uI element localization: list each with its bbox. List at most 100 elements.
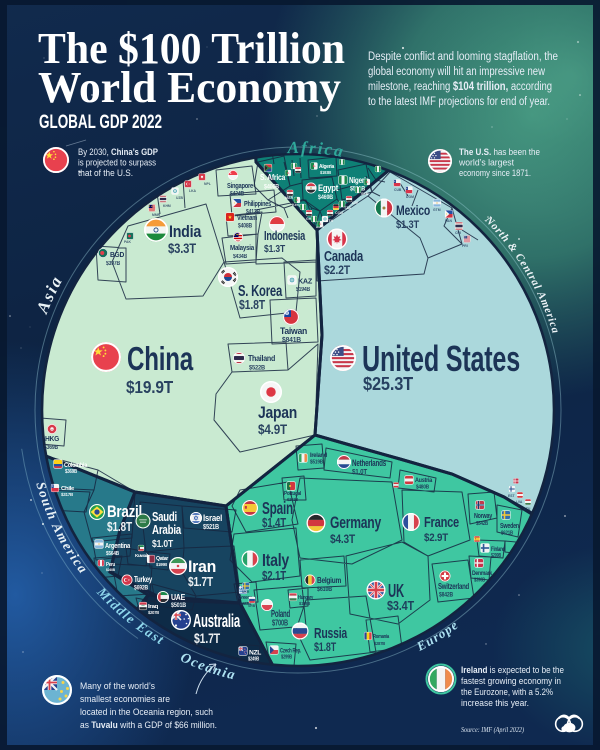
svg-text:Many of the world’s: Many of the world’s (80, 681, 155, 692)
svg-text:$522B: $522B (249, 365, 265, 372)
svg-text:Brazil: Brazil (107, 502, 142, 521)
svg-text:Japan: Japan (258, 404, 297, 422)
svg-text:GHA: GHA (306, 217, 314, 221)
svg-text:is projected to surpass: is projected to surpass (78, 158, 156, 169)
svg-text:global economy will hit an imp: global economy will hit an impressive ne… (368, 66, 546, 78)
svg-text:United States: United States (362, 338, 520, 379)
svg-text:Romania: Romania (373, 634, 390, 640)
svg-text:Singapore: Singapore (227, 183, 253, 190)
svg-text:PAN: PAN (445, 219, 452, 223)
svg-text:Source: IMF (April 2022): Source: IMF (April 2022) (461, 725, 524, 734)
svg-text:$564B: $564B (106, 551, 119, 557)
svg-text:GTM: GTM (433, 208, 441, 212)
svg-text:world’s largest: world’s largest (458, 158, 514, 169)
svg-text:Portugal: Portugal (284, 491, 302, 497)
svg-text:located in the Oceania region,: located in the Oceania region, such (80, 707, 213, 718)
svg-text:India: India (169, 222, 202, 241)
svg-text:Nigeria: Nigeria (349, 175, 369, 185)
svg-text:SEN: SEN (361, 192, 369, 196)
svg-text:$252B: $252B (287, 497, 299, 502)
svg-text:World Economy: World Economy (38, 63, 341, 112)
svg-text:Turkey: Turkey (134, 575, 153, 584)
svg-text:LVA: LVA (516, 500, 523, 504)
svg-text:$841B: $841B (282, 335, 302, 344)
svg-text:France: France (424, 514, 459, 531)
svg-text:fastest growing economy in: fastest growing economy in (461, 676, 561, 687)
svg-text:$2.1T: $2.1T (262, 568, 286, 583)
svg-text:UZB: UZB (176, 196, 184, 200)
svg-text:Mexico: Mexico (396, 203, 430, 218)
svg-text:$2.9T: $2.9T (424, 532, 448, 544)
svg-text:to the latest IMF projections: to the latest IMF projections for end of… (368, 96, 550, 108)
svg-text:$692B: $692B (134, 586, 149, 592)
svg-text:$521B: $521B (203, 524, 219, 531)
svg-text:$188B: $188B (299, 601, 311, 606)
svg-text:LKA: LKA (189, 189, 197, 193)
svg-text:GLOBAL GDP 2022: GLOBAL GDP 2022 (39, 112, 162, 133)
svg-text:The $100 Trillion: The $100 Trillion (38, 24, 345, 73)
svg-text:KAZ: KAZ (298, 277, 313, 286)
svg-text:Algeria: Algeria (319, 164, 335, 170)
svg-text:$2.2T: $2.2T (324, 263, 351, 277)
svg-text:UKR: UKR (242, 590, 250, 594)
svg-text:$406B: $406B (264, 184, 279, 191)
svg-text:$412B: $412B (246, 210, 261, 216)
svg-text:Russia: Russia (314, 625, 348, 642)
svg-text:Qatar: Qatar (156, 556, 168, 562)
svg-text:Spain: Spain (262, 498, 293, 518)
svg-text:Sweden: Sweden (500, 523, 519, 530)
svg-text:$1.3T: $1.3T (264, 243, 286, 255)
svg-text:Egypt: Egypt (318, 183, 338, 193)
svg-text:HKG: HKG (45, 434, 59, 443)
svg-text:Canada: Canada (324, 249, 364, 265)
svg-text:UK: UK (388, 580, 405, 601)
svg-text:Iraq: Iraq (148, 604, 158, 610)
svg-text:SRB: SRB (248, 604, 256, 608)
svg-text:$480B: $480B (416, 485, 429, 491)
svg-text:Czech Rep.: Czech Rep. (280, 649, 301, 655)
svg-text:$3.3T: $3.3T (168, 240, 197, 256)
svg-text:Indonesia: Indonesia (264, 229, 306, 243)
svg-text:KHM: KHM (163, 204, 171, 208)
svg-text:Switzerland: Switzerland (438, 582, 469, 591)
svg-text:increase this year.: increase this year. (461, 698, 529, 709)
svg-text:BGD: BGD (110, 250, 125, 259)
svg-text:$501B: $501B (171, 602, 186, 609)
svg-text:ETH: ETH (326, 219, 334, 223)
svg-text:$194B: $194B (296, 287, 311, 293)
svg-text:$4.9T: $4.9T (258, 422, 288, 437)
svg-text:$842B: $842B (439, 592, 453, 599)
svg-text:$1.4T: $1.4T (262, 515, 286, 530)
svg-text:$222B: $222B (240, 601, 252, 606)
svg-text:the Eurozone, with a 5.2%: the Eurozone, with a 5.2% (461, 687, 553, 698)
svg-text:Denmark: Denmark (472, 570, 493, 577)
svg-text:CIV: CIV (352, 201, 359, 205)
svg-text:Peru: Peru (106, 562, 115, 568)
svg-text:Thailand: Thailand (248, 353, 275, 363)
svg-text:$4.3T: $4.3T (330, 532, 356, 546)
svg-text:Israel: Israel (203, 513, 222, 524)
svg-text:S. Korea: S. Korea (238, 283, 282, 300)
svg-text:COD: COD (335, 211, 343, 215)
svg-text:Italy: Italy (262, 550, 289, 570)
svg-text:EST: EST (508, 494, 516, 498)
svg-text:$1.0T: $1.0T (152, 538, 174, 550)
svg-text:The U.S. has been the: The U.S. has been the (459, 147, 540, 158)
svg-text:$1.7T: $1.7T (188, 575, 213, 589)
svg-text:$700B: $700B (272, 619, 288, 628)
svg-text:that of the U.S.: that of the U.S. (78, 168, 133, 179)
svg-text:Netherlands: Netherlands (352, 458, 386, 468)
svg-text:Finland: Finland (491, 547, 505, 553)
svg-text:MMR: MMR (152, 213, 161, 217)
svg-text:$317B: $317B (61, 492, 74, 497)
svg-text:Taiwan: Taiwan (280, 326, 307, 337)
svg-text:economy since 1871.: economy since 1871. (459, 168, 531, 179)
svg-text:$408B: $408B (238, 224, 253, 230)
svg-text:Ireland is expected to be the: Ireland is expected to be the (461, 665, 564, 676)
svg-text:$424B: $424B (230, 192, 245, 198)
svg-text:Vietnam: Vietnam (237, 215, 257, 222)
svg-text:$207B: $207B (148, 610, 160, 615)
svg-text:$19.9T: $19.9T (126, 377, 173, 397)
svg-text:Ireland: Ireland (310, 452, 327, 459)
svg-text:$1.8T: $1.8T (239, 297, 265, 312)
